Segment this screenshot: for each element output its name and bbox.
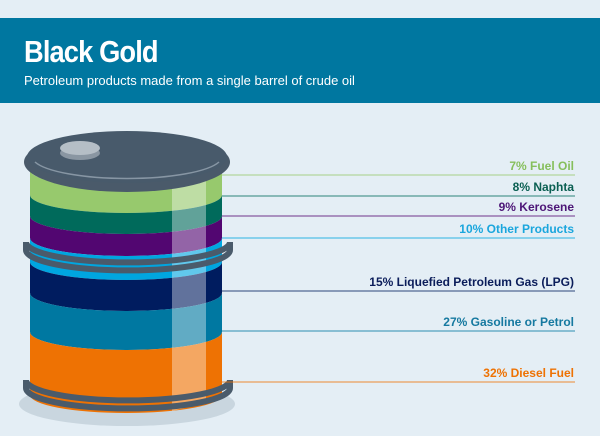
barrel-ring-0 (23, 241, 233, 274)
page-subtitle: Petroleum products made from a single ba… (24, 73, 355, 88)
barrel-band-6 (30, 332, 222, 413)
label-diesel-fuel: 32% Diesel Fuel (483, 366, 574, 380)
barrel-band-4 (30, 262, 222, 311)
label-gasoline-or-petrol: 27% Gasoline or Petrol (443, 315, 574, 329)
barrel-band-1 (30, 195, 222, 234)
barrel-band-5 (30, 293, 222, 350)
label-liquefied-petroleum-gas-lpg-: 15% Liquefied Petroleum Gas (LPG) (369, 275, 574, 289)
barrel-cap (60, 141, 100, 155)
barrel-ring-1 (23, 379, 233, 412)
page-title: Black Gold (24, 34, 159, 69)
barrel-band-2 (30, 216, 222, 256)
label-naphta: 8% Naphta (512, 180, 574, 194)
header-banner: Black Gold Petroleum products made from … (0, 18, 600, 103)
barrel-lid-groove (34, 161, 220, 180)
label-kerosene: 9% Kerosene (498, 200, 574, 214)
barrel-highlight (172, 180, 206, 411)
label-other-products: 10% Other Products (459, 222, 574, 236)
label-fuel-oil: 7% Fuel Oil (509, 159, 574, 173)
barrel-lid (27, 131, 227, 183)
